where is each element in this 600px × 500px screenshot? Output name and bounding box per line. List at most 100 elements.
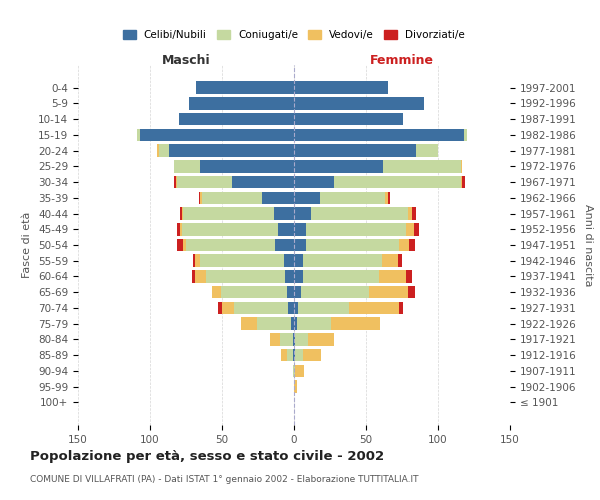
Bar bbox=[218, 302, 222, 314]
Bar bbox=[178, 176, 232, 188]
Bar bbox=[320, 192, 385, 204]
Bar bbox=[180, 223, 182, 235]
Bar bbox=[199, 192, 200, 204]
Legend: Celibi/Nubili, Coniugati/e, Vedovi/e, Divorziati/e: Celibi/Nubili, Coniugati/e, Vedovi/e, Di… bbox=[120, 27, 468, 44]
Bar bbox=[294, 286, 301, 298]
Bar bbox=[461, 160, 463, 172]
Bar bbox=[269, 333, 280, 345]
Bar bbox=[200, 254, 284, 267]
Bar bbox=[186, 238, 275, 252]
Bar bbox=[295, 364, 304, 377]
Bar bbox=[293, 349, 294, 362]
Text: Maschi: Maschi bbox=[161, 54, 211, 67]
Bar bbox=[294, 97, 424, 110]
Bar bbox=[262, 192, 294, 204]
Bar bbox=[464, 128, 467, 141]
Bar bbox=[294, 82, 388, 94]
Bar bbox=[180, 207, 182, 220]
Bar bbox=[202, 192, 262, 204]
Bar bbox=[294, 254, 302, 267]
Bar bbox=[406, 223, 413, 235]
Bar bbox=[291, 318, 294, 330]
Bar bbox=[183, 238, 186, 252]
Bar bbox=[287, 286, 294, 298]
Bar bbox=[302, 270, 379, 283]
Bar bbox=[284, 254, 294, 267]
Bar bbox=[233, 302, 288, 314]
Bar bbox=[305, 238, 399, 252]
Bar bbox=[294, 223, 305, 235]
Bar bbox=[176, 176, 178, 188]
Bar bbox=[294, 380, 297, 393]
Bar bbox=[294, 270, 302, 283]
Bar bbox=[369, 286, 408, 298]
Text: COMUNE DI VILLAFRATI (PA) - Dati ISTAT 1° gennaio 2002 - Elaborazione TUTTITALIA: COMUNE DI VILLAFRATI (PA) - Dati ISTAT 1… bbox=[30, 475, 419, 484]
Bar bbox=[294, 349, 295, 362]
Bar bbox=[232, 176, 294, 188]
Bar bbox=[158, 144, 169, 157]
Bar bbox=[189, 97, 294, 110]
Bar bbox=[294, 333, 295, 345]
Bar bbox=[221, 286, 287, 298]
Bar bbox=[222, 302, 233, 314]
Bar bbox=[178, 238, 183, 252]
Bar bbox=[192, 270, 194, 283]
Bar bbox=[385, 192, 388, 204]
Bar bbox=[383, 160, 461, 172]
Bar bbox=[275, 238, 294, 252]
Bar bbox=[178, 223, 180, 235]
Bar bbox=[295, 333, 308, 345]
Text: Popolazione per età, sesso e stato civile - 2002: Popolazione per età, sesso e stato civil… bbox=[30, 450, 384, 463]
Bar bbox=[294, 302, 298, 314]
Bar bbox=[274, 207, 294, 220]
Bar bbox=[305, 223, 406, 235]
Bar bbox=[169, 144, 294, 157]
Bar bbox=[294, 364, 295, 377]
Bar bbox=[298, 302, 349, 314]
Bar bbox=[175, 176, 176, 188]
Bar bbox=[241, 318, 257, 330]
Bar bbox=[193, 254, 194, 267]
Bar bbox=[194, 270, 206, 283]
Bar bbox=[311, 207, 408, 220]
Bar bbox=[137, 128, 140, 141]
Bar bbox=[408, 286, 415, 298]
Bar bbox=[182, 207, 183, 220]
Text: Femmine: Femmine bbox=[370, 54, 434, 67]
Bar bbox=[334, 176, 461, 188]
Bar bbox=[183, 207, 274, 220]
Bar bbox=[196, 82, 294, 94]
Bar bbox=[461, 176, 463, 188]
Bar bbox=[413, 223, 419, 235]
Bar bbox=[294, 144, 416, 157]
Bar bbox=[182, 223, 278, 235]
Bar bbox=[278, 223, 294, 235]
Bar bbox=[301, 286, 369, 298]
Bar bbox=[294, 207, 311, 220]
Bar bbox=[294, 238, 305, 252]
Bar bbox=[140, 128, 294, 141]
Bar bbox=[294, 160, 383, 172]
Bar bbox=[294, 318, 297, 330]
Bar bbox=[463, 176, 466, 188]
Y-axis label: Anni di nascita: Anni di nascita bbox=[583, 204, 593, 286]
Y-axis label: Fasce di età: Fasce di età bbox=[22, 212, 32, 278]
Bar bbox=[286, 270, 294, 283]
Bar bbox=[308, 333, 334, 345]
Bar bbox=[281, 349, 287, 362]
Bar bbox=[302, 349, 322, 362]
Bar bbox=[331, 318, 380, 330]
Bar bbox=[293, 364, 294, 377]
Bar bbox=[382, 254, 398, 267]
Bar bbox=[287, 349, 293, 362]
Bar bbox=[409, 238, 415, 252]
Bar bbox=[349, 302, 399, 314]
Bar bbox=[200, 192, 202, 204]
Bar bbox=[212, 286, 221, 298]
Bar bbox=[416, 144, 438, 157]
Bar bbox=[302, 254, 382, 267]
Bar bbox=[295, 349, 302, 362]
Bar bbox=[399, 302, 403, 314]
Bar bbox=[288, 302, 294, 314]
Bar bbox=[294, 192, 320, 204]
